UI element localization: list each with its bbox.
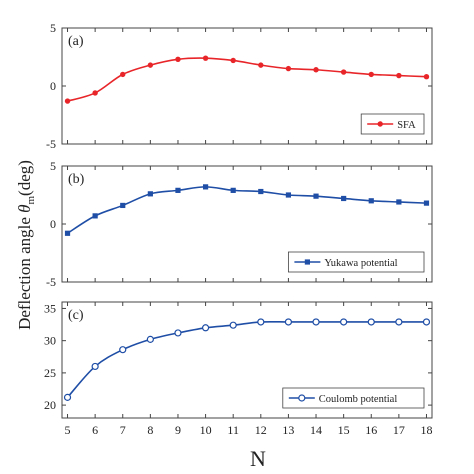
legend-marker — [304, 259, 310, 265]
x-tick-label: 6 — [92, 423, 98, 437]
y-axis-label-text: Deflection angle — [15, 213, 34, 330]
series-line — [67, 57, 427, 102]
data-point — [285, 192, 292, 198]
data-point — [174, 329, 182, 337]
legend: Coulomb potential — [282, 387, 425, 409]
plot-frame — [61, 301, 433, 419]
x-tick-label: 10 — [200, 423, 212, 437]
data-point — [341, 195, 347, 202]
data-point — [368, 71, 374, 78]
data-point — [119, 346, 127, 354]
data-point — [147, 191, 153, 197]
data-point — [284, 318, 293, 326]
data-point — [285, 65, 292, 72]
legend: SFA — [360, 113, 425, 135]
y-tick-label: 35 — [44, 301, 56, 315]
x-axis-ticks: 5 6 7 8 9 10 11 12 13 14 15 16 17 18 — [65, 423, 433, 437]
data-point — [395, 318, 403, 326]
data-point — [258, 188, 264, 195]
data-point — [120, 71, 126, 78]
x-tick-label: 13 — [282, 423, 294, 437]
y-tick-label: -5 — [46, 137, 56, 151]
data-point — [202, 184, 209, 190]
legend-marker — [377, 121, 383, 127]
data-point — [396, 72, 402, 79]
y-axis-label-subscript: m — [25, 196, 37, 205]
y-tick-label: 5 — [50, 159, 56, 173]
data-point — [367, 318, 375, 326]
data-point — [202, 55, 209, 61]
x-tick-label: 11 — [227, 423, 239, 437]
x-tick-label: 15 — [338, 423, 350, 437]
data-point — [201, 324, 210, 332]
data-point — [258, 62, 264, 68]
chart-panel-c: 20 25 30 35 (c) Coulomb potential — [44, 301, 433, 419]
legend-marker — [298, 394, 306, 402]
series-line — [66, 320, 427, 398]
data-point — [175, 187, 181, 193]
data-point — [340, 318, 348, 326]
legend-label: Yukawa potential — [324, 258, 397, 269]
x-tick-label: 7 — [120, 423, 126, 437]
data-point — [147, 62, 154, 68]
y-tick-label: 20 — [44, 398, 56, 412]
x-tick-label: 9 — [175, 423, 181, 437]
data-point — [64, 230, 71, 236]
data-point — [120, 202, 126, 209]
data-point — [230, 187, 236, 193]
data-point — [146, 335, 154, 343]
data-point — [340, 69, 347, 75]
legend-box — [282, 387, 425, 409]
panel-label: (c) — [68, 308, 84, 323]
x-tick-label: 8 — [147, 423, 153, 437]
x-axis-label: N — [250, 446, 266, 471]
panels: -5 0 5 (a) SFA -5 0 5 (b) Yukawa potential 20 25 30 3… — [44, 21, 433, 419]
panel-label: (b) — [68, 172, 85, 187]
series-line — [67, 186, 427, 234]
data-point — [92, 90, 98, 96]
x-tick-label: 16 — [365, 423, 377, 437]
data-point — [423, 74, 430, 80]
data-point — [91, 362, 99, 371]
legend: Yukawa potential — [287, 251, 425, 273]
y-axis-label-unit: (deg) — [15, 160, 34, 196]
x-tick-label: 18 — [420, 423, 432, 437]
y-tick-label: -5 — [46, 275, 56, 289]
data-point — [423, 200, 430, 206]
y-tick-label: 0 — [50, 217, 56, 231]
data-point — [312, 318, 320, 326]
data-point — [175, 56, 181, 63]
chart-panel-a: -5 0 5 (a) SFA — [46, 21, 433, 151]
chart-panel-b: -5 0 5 (b) Yukawa potential — [46, 159, 433, 289]
data-point — [422, 318, 431, 326]
data-point — [257, 318, 265, 326]
y-axis-label: Deflection angle θm(deg) — [15, 160, 37, 330]
y-tick-label: 25 — [44, 366, 56, 380]
y-axis-label-symbol: θ — [15, 205, 34, 213]
data-point — [368, 198, 374, 204]
legend-box — [287, 251, 425, 273]
data-point — [313, 193, 319, 199]
data-point — [64, 98, 71, 104]
y-tick-label: 30 — [44, 334, 56, 348]
data-point — [63, 393, 72, 401]
legend-label: SFA — [397, 120, 416, 131]
data-point — [313, 67, 319, 73]
panel-label: (a) — [68, 34, 84, 49]
data-point — [92, 213, 98, 219]
legend-label: Coulomb potential — [319, 394, 398, 405]
y-tick-label: 5 — [50, 21, 56, 35]
data-point — [229, 321, 237, 329]
data-point — [230, 57, 236, 64]
x-tick-label: 5 — [65, 423, 71, 437]
y-tick-label: 0 — [50, 79, 56, 93]
x-tick-label: 14 — [310, 423, 322, 437]
x-tick-label: 17 — [393, 423, 405, 437]
data-point — [396, 199, 402, 205]
x-tick-label: 12 — [255, 423, 267, 437]
